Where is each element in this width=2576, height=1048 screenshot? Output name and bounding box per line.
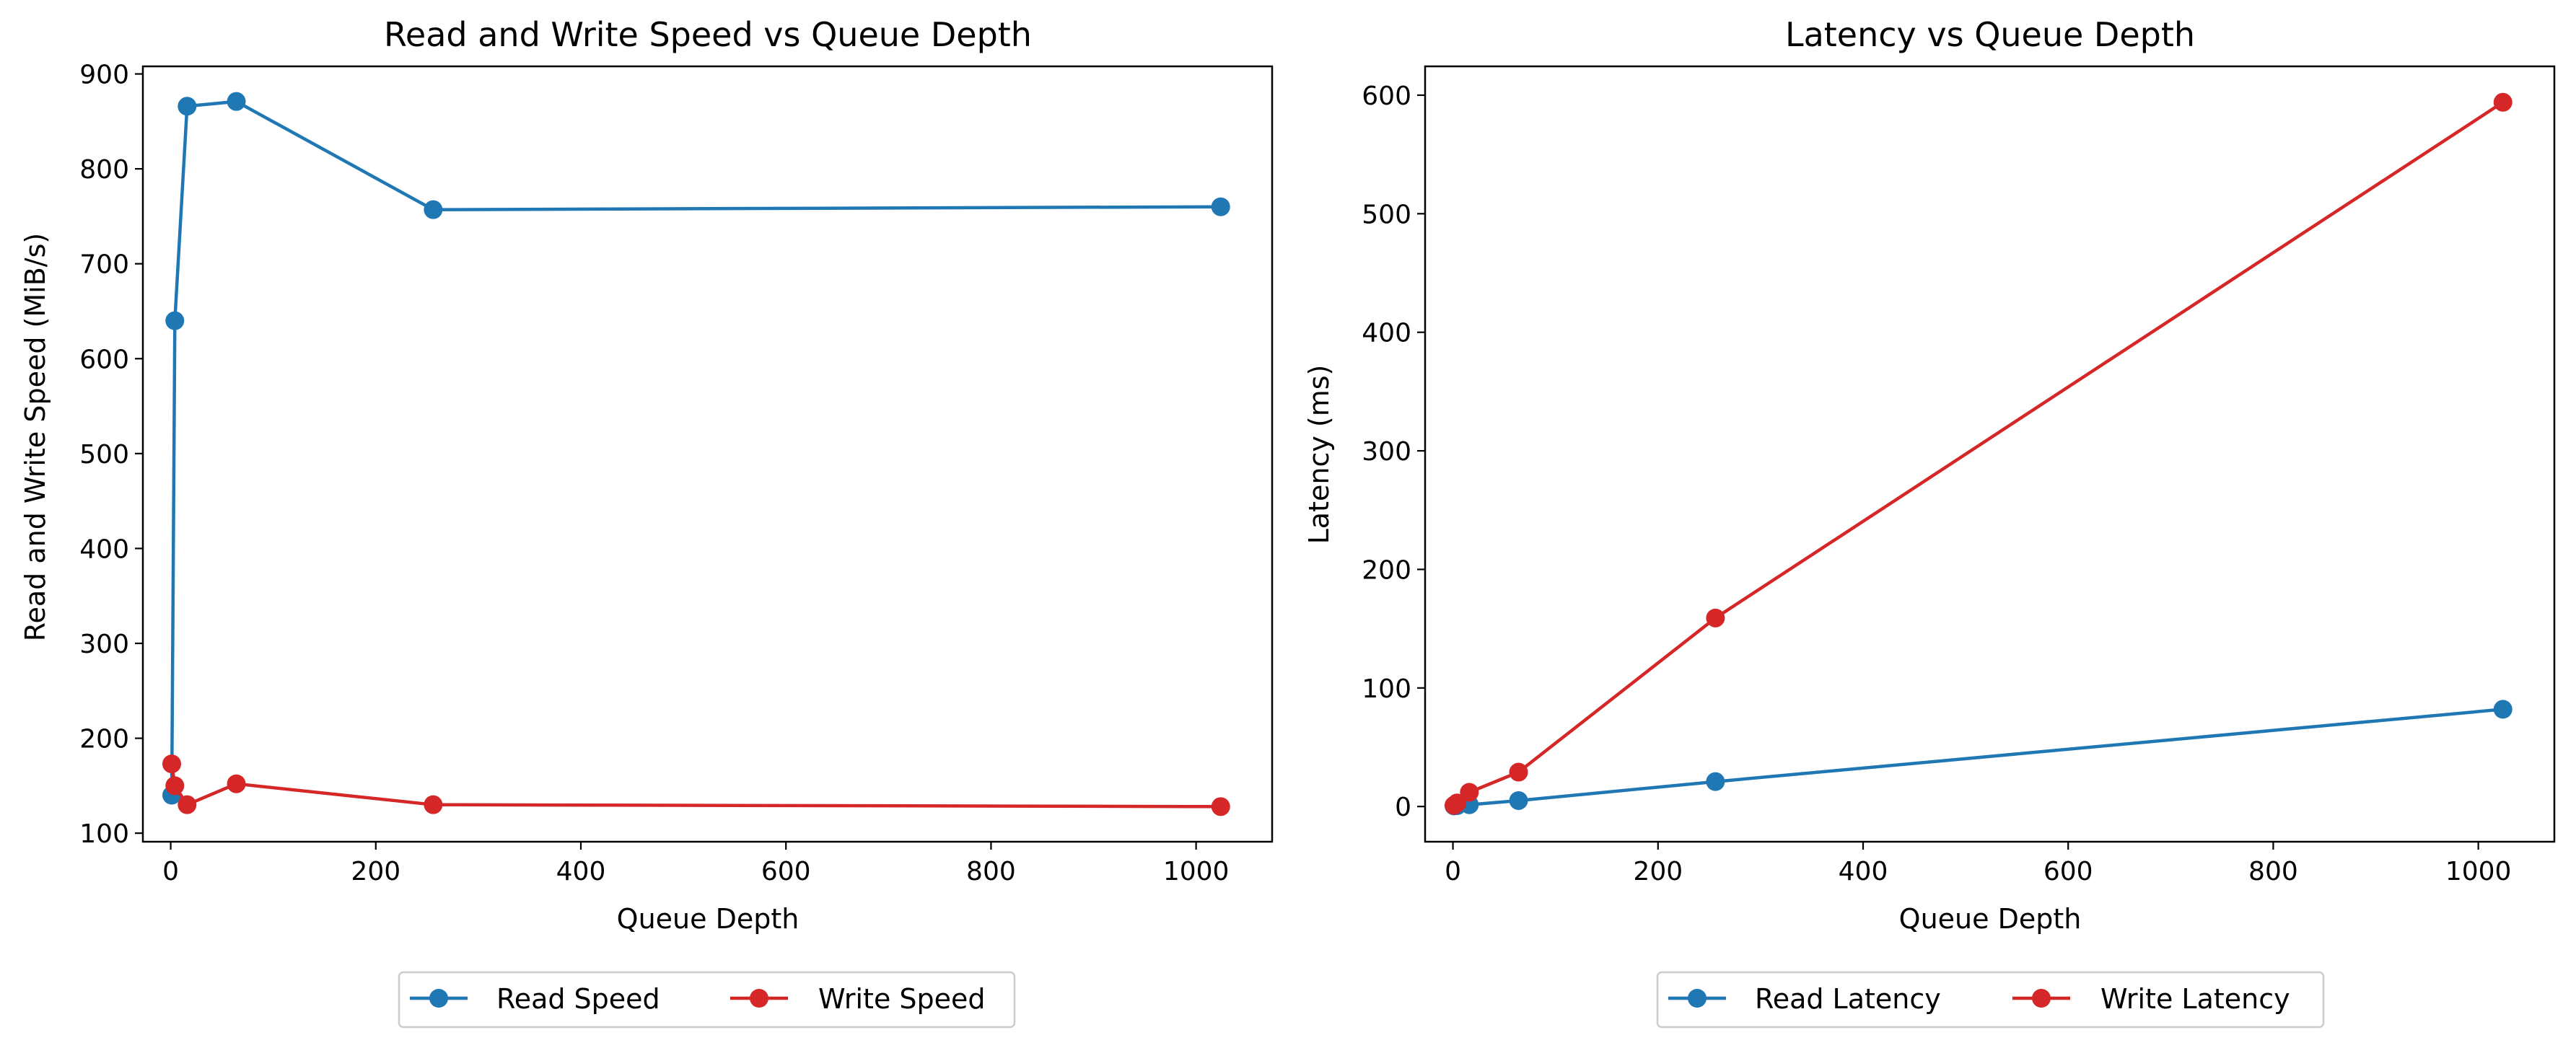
read-latency-point [1706, 772, 1725, 791]
y-tick-label: 800 [79, 155, 129, 185]
y-tick-label: 600 [79, 345, 129, 374]
legend-write-latency-marker [2032, 989, 2051, 1008]
speed-chart-title: Read and Write Speed vs Queue Depth [384, 15, 1032, 54]
legend-read-latency-label: Read Latency [1755, 983, 1941, 1015]
legend-box [398, 971, 1016, 1029]
speed-chart-ylabel: Read and Write Speed (MiB/s) [19, 233, 51, 641]
legend-read-latency-marker [1688, 989, 1707, 1008]
write-latency-point [2493, 92, 2513, 112]
y-tick-label: 200 [1362, 555, 1411, 585]
latency-chart-legend: Read Latency Write Latency [1656, 971, 2325, 1029]
legend-read-speed-marker [429, 989, 448, 1008]
legend-read-speed-label: Read Speed [496, 983, 660, 1015]
speed-chart-xlabel: Queue Depth [617, 903, 799, 935]
latency-chart-frame [1424, 65, 2556, 843]
speed-chart-frame [141, 65, 1274, 843]
write-speed-point [178, 795, 197, 814]
write-latency-point [1460, 783, 1479, 802]
y-tick-label: 400 [79, 534, 129, 564]
y-tick-label: 0 [1395, 793, 1411, 822]
legend-box [1656, 971, 2325, 1029]
latency-chart-ticks: 0 200 400 600 800 1000 0 100 200 300 400 500 600 [1362, 82, 2511, 886]
write-latency-point [1447, 793, 1467, 813]
y-tick-label: 100 [79, 819, 129, 849]
x-tick-label: 800 [2248, 857, 2298, 886]
write-speed-point [424, 795, 443, 814]
x-tick-label: 200 [351, 857, 400, 886]
y-tick-label: 900 [79, 61, 129, 90]
read-speed-point [165, 311, 185, 330]
x-tick-label: 200 [1633, 857, 1683, 886]
y-tick-label: 500 [79, 440, 129, 470]
write-speed-point [165, 776, 185, 796]
legend-write-speed-label: Write Speed [818, 983, 986, 1015]
y-tick-label: 300 [1362, 437, 1411, 467]
legend-write-speed-marker [750, 989, 768, 1008]
latency-chart: Latency vs Queue Depth Queue Depth Laten… [1303, 15, 2556, 1029]
latency-chart-ylabel: Latency (ms) [1303, 365, 1335, 545]
legend-write-latency-label: Write Latency [2100, 983, 2290, 1015]
x-tick-label: 0 [162, 857, 179, 886]
read-speed-line [170, 100, 1221, 796]
read-speed-point [424, 200, 443, 219]
read-latency-point [2493, 700, 2513, 719]
write-speed-point [162, 754, 182, 774]
y-tick-label: 500 [1362, 200, 1411, 229]
write-speed-point [227, 774, 246, 793]
y-tick-label: 200 [79, 725, 129, 754]
speed-chart-legend: Read Speed Write Speed [398, 971, 1016, 1029]
latency-chart-title: Latency vs Queue Depth [1785, 15, 2195, 54]
read-speed-point [227, 92, 246, 111]
x-tick-label: 400 [1839, 857, 1888, 886]
y-tick-label: 600 [1362, 82, 1411, 111]
x-tick-label: 600 [2043, 857, 2093, 886]
speed-chart: Read and Write Speed vs Queue Depth Queu… [19, 15, 1274, 1029]
y-tick-label: 300 [79, 630, 129, 659]
write-latency-point [1706, 608, 1725, 628]
y-tick-label: 400 [1362, 319, 1411, 348]
x-tick-label: 0 [1445, 857, 1461, 886]
y-tick-label: 700 [79, 250, 129, 280]
read-speed-point [1211, 197, 1230, 216]
x-tick-label: 400 [556, 857, 606, 886]
read-speed-point [178, 97, 197, 116]
write-latency-point [1509, 762, 1528, 782]
x-tick-label: 600 [761, 857, 811, 886]
latency-chart-xlabel: Queue Depth [1899, 903, 2082, 935]
x-tick-label: 1000 [1163, 857, 1230, 886]
speed-chart-ticks: 0 200 400 600 800 1000 100 200 300 400 500 600 700 80… [79, 61, 1229, 886]
read-latency-point [1509, 791, 1528, 810]
x-tick-label: 1000 [2445, 857, 2512, 886]
write-speed-point [1211, 797, 1230, 816]
latency-chart-plot [1445, 92, 2513, 816]
x-tick-label: 800 [966, 857, 1016, 886]
speed-chart-plot [162, 92, 1230, 816]
y-tick-label: 100 [1362, 674, 1411, 704]
